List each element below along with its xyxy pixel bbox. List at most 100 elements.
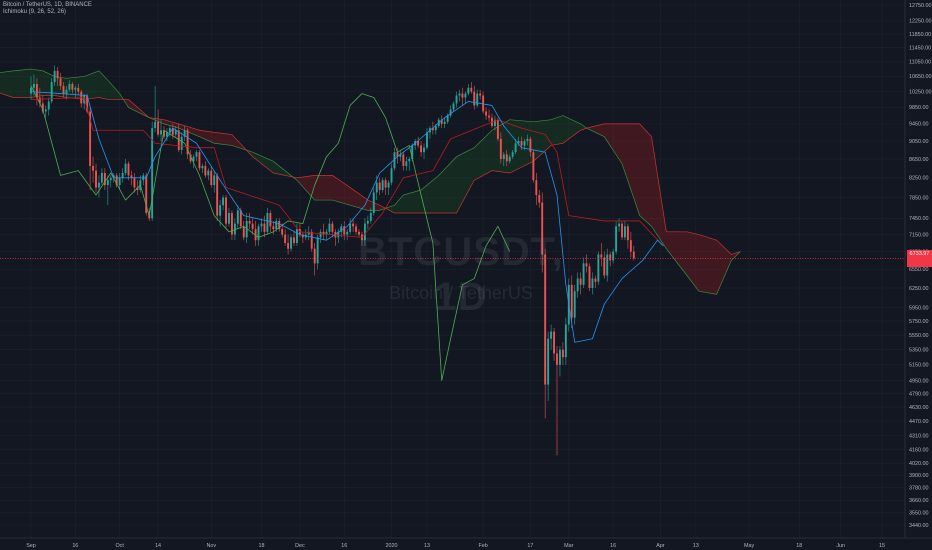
- candle: [145, 173, 148, 216]
- candle: [426, 128, 428, 150]
- cloud-segment: [580, 123, 587, 131]
- candle-body: [222, 197, 225, 206]
- candle: [216, 173, 219, 221]
- indicator-title[interactable]: Ichimoku (9, 26, 52, 26): [3, 9, 67, 15]
- candle: [65, 85, 68, 100]
- time-axis[interactable]: Sep 16 Oct 14 Nov 18 Dec 16 2020 13 Feb 17 Mar 16 Apr 1…: [26, 543, 885, 549]
- candle-body: [248, 220, 251, 224]
- candle-body: [476, 93, 479, 106]
- last-price-value: 6733.97: [909, 250, 930, 257]
- candle: [251, 218, 254, 235]
- candle-body: [290, 237, 292, 249]
- candle: [396, 147, 399, 164]
- candle-body: [33, 83, 35, 88]
- candle: [597, 251, 600, 285]
- ichimoku-cloud: [0, 68, 741, 295]
- candle-body: [109, 177, 112, 181]
- candle: [473, 85, 476, 110]
- candle-body: [103, 173, 106, 186]
- cloud-segment: [296, 175, 315, 201]
- candle-body: [393, 152, 396, 169]
- candle: [106, 175, 109, 206]
- symbol-title[interactable]: Bitcoin / TetherUS, 1D, BINANCE: [3, 2, 92, 8]
- candle-body: [511, 152, 514, 157]
- candle: [485, 107, 488, 120]
- candle: [428, 125, 431, 139]
- candle: [222, 194, 225, 211]
- candle-body: [502, 154, 505, 159]
- candle: [248, 212, 251, 230]
- candle: [53, 65, 56, 86]
- candle-body: [242, 226, 245, 238]
- candle-body: [520, 141, 523, 146]
- candle: [168, 125, 171, 137]
- candle: [115, 173, 118, 188]
- candle-body: [632, 251, 635, 259]
- candle: [71, 82, 74, 94]
- candle-body: [624, 226, 626, 238]
- candle: [405, 156, 408, 171]
- candle: [210, 165, 213, 188]
- candle: [121, 168, 124, 183]
- candle-body: [269, 212, 272, 227]
- candle-body: [426, 132, 428, 148]
- candle-body: [130, 175, 133, 178]
- time-tick-label: Nov: [206, 543, 216, 549]
- price-tick-label: 9450.00: [909, 122, 929, 128]
- candle: [532, 149, 535, 183]
- candle: [95, 163, 97, 193]
- candle: [343, 220, 346, 241]
- candle-body: [50, 82, 53, 102]
- candle: [284, 229, 287, 246]
- candle-body: [83, 95, 86, 104]
- cloud-segment: [421, 175, 439, 213]
- cloud-segment: [379, 205, 386, 211]
- candle-body: [612, 251, 615, 261]
- candle-body: [59, 78, 62, 86]
- candle-body: [455, 95, 458, 104]
- candle: [491, 113, 493, 129]
- candle: [594, 275, 597, 288]
- candle: [467, 83, 470, 96]
- candle: [502, 152, 505, 166]
- watermark-symbol: BTCUSDT, 1D: [358, 230, 564, 319]
- candle: [618, 218, 620, 232]
- candle-body: [470, 87, 473, 92]
- candle-body: [541, 202, 544, 255]
- price-tick-label: 4790.00: [909, 391, 929, 397]
- candle-body: [322, 231, 325, 235]
- cloud-segment: [533, 119, 552, 162]
- candle-body: [272, 226, 275, 230]
- candle-body: [532, 152, 535, 181]
- candle: [352, 218, 355, 232]
- price-tick-label: 7850.00: [909, 195, 929, 201]
- candle-body: [384, 180, 387, 188]
- candle: [455, 91, 458, 108]
- candle: [328, 218, 331, 235]
- candle: [479, 89, 482, 100]
- price-axis[interactable]: 12750.00 12250.00 11850.00 11450.00 11050.00…: [909, 3, 931, 529]
- candle-body: [529, 138, 532, 153]
- candle: [600, 243, 603, 267]
- candle: [408, 156, 411, 171]
- candle: [80, 89, 83, 108]
- candle-body: [411, 145, 414, 159]
- candle-body: [98, 182, 100, 188]
- cloud-segment: [107, 80, 120, 100]
- candle-body: [207, 170, 210, 176]
- senkou-span-a: [0, 68, 741, 295]
- candle-body: [239, 210, 242, 227]
- candle: [603, 251, 606, 279]
- candle-body: [603, 257, 606, 276]
- legend: Bitcoin / TetherUS, 1D, BINANCE Ichimoku…: [3, 2, 92, 16]
- candle: [242, 220, 245, 241]
- candle: [538, 190, 541, 208]
- candle: [230, 210, 233, 241]
- candle-body: [41, 103, 44, 112]
- candle-body: [408, 158, 411, 162]
- candle: [74, 85, 77, 98]
- candle-body: [136, 187, 139, 191]
- candle: [322, 223, 325, 241]
